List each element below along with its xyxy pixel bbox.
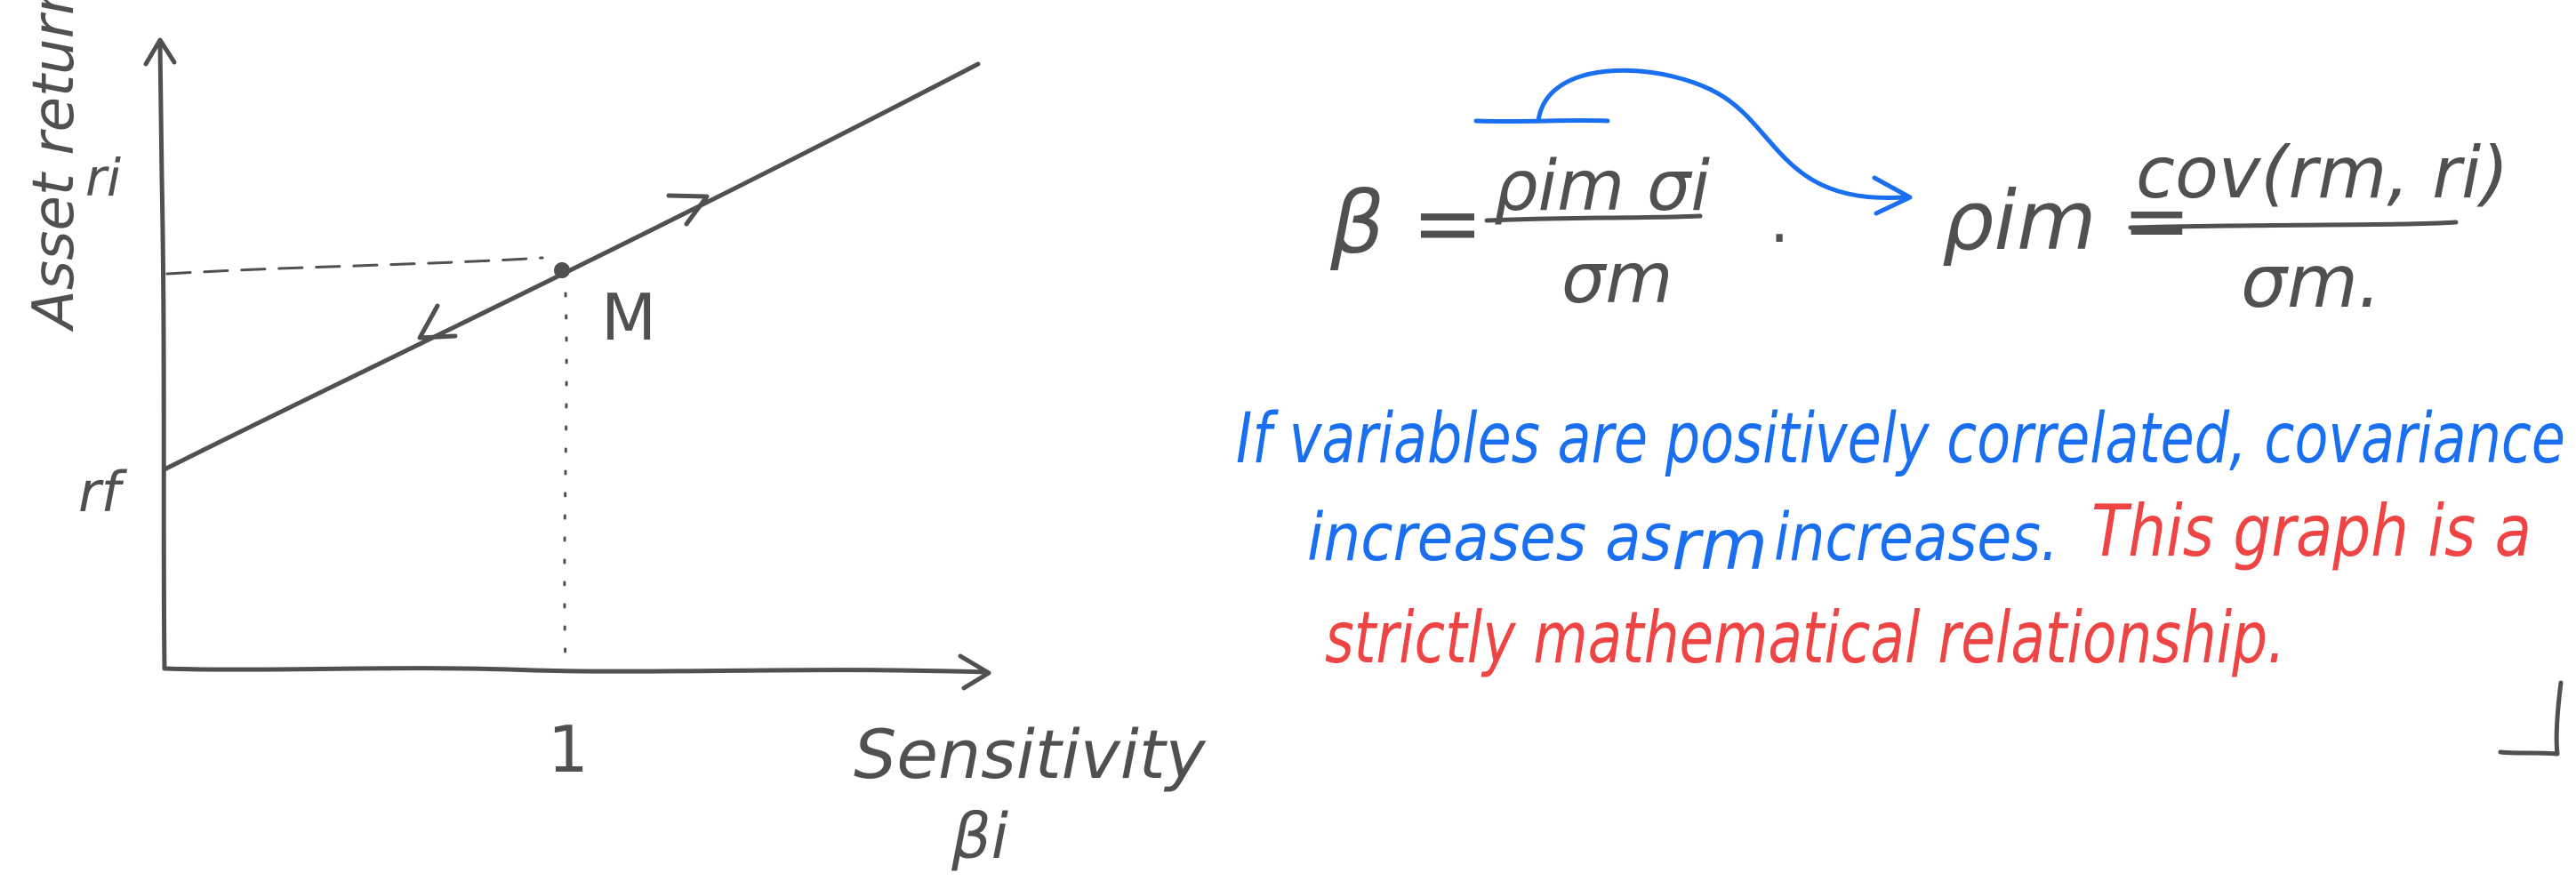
- note-blue-line-2-start: increases as: [1307, 500, 1672, 576]
- x-axis: [162, 666, 990, 675]
- market-point-dot: [554, 262, 570, 278]
- rho-fraction-bar: [2128, 220, 2459, 230]
- security-market-line: [162, 61, 981, 472]
- beta-formula: β = ρim σi σm .: [1329, 147, 1789, 319]
- rho-numerator: cov(rm, ri): [2136, 132, 2509, 214]
- handwritten-notes: If variables are positively correlated, …: [1236, 399, 2565, 679]
- intercept-label: rf: [78, 460, 127, 525]
- note-blue-line-2-rm: rm: [1672, 506, 1768, 586]
- y-axis-label: Asset return: [21, 0, 87, 332]
- blue-arrowhead: [1872, 175, 1913, 216]
- beta-numerator: ρim σi: [1494, 147, 1710, 227]
- y-axis-arrowhead: [143, 37, 177, 67]
- x-axis-label: Sensitivity: [854, 715, 1207, 794]
- y-axis-symbol: ri: [85, 148, 121, 208]
- x-axis-arrowhead: [958, 653, 991, 691]
- point-label: M: [601, 280, 656, 355]
- blue-curved-arrow: [1536, 68, 1906, 201]
- formula-separator: .: [1769, 184, 1789, 257]
- note-blue-line-1: If variables are positively correlated, …: [1236, 399, 2565, 479]
- beta-fraction-bar: [1484, 213, 1703, 223]
- rho-denominator: σm.: [2241, 240, 2381, 324]
- blue-underline: [1473, 117, 1610, 124]
- x-tick-label: 1: [548, 712, 589, 787]
- x-axis-symbol: βi: [951, 800, 1009, 873]
- line-arrow-up: [666, 193, 710, 227]
- line-arrow-down: [417, 303, 458, 340]
- rho-formula: ρim = cov(rm, ri) σm.: [1942, 132, 2509, 324]
- beta-lhs: β =: [1329, 173, 1483, 273]
- dashed-guide-horizontal: [165, 256, 544, 276]
- note-blue-line-2-end: increases.: [1774, 500, 2058, 576]
- note-red-line-3: strictly mathematical relationship.: [1325, 597, 2285, 679]
- note-red-line-2: This graph is a: [2091, 490, 2532, 573]
- rho-lhs: ρim =: [1942, 173, 2191, 268]
- dotted-guide-vertical: [563, 292, 568, 669]
- beta-denominator: σm: [1561, 239, 1673, 319]
- sml-graph: Asset return ri rf M 1 Sensitivity βi: [21, 0, 1207, 873]
- y-axis: [157, 42, 167, 671]
- blue-link-arrow: [1473, 68, 1913, 216]
- corner-mark: [2498, 680, 2564, 757]
